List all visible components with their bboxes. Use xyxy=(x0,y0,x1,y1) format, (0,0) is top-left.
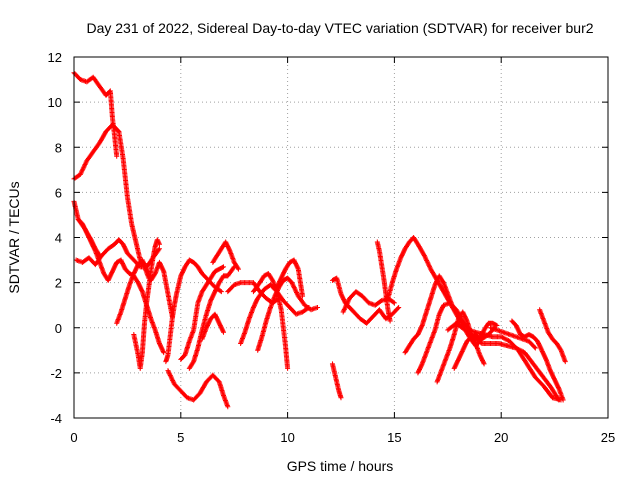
series-arc-7 xyxy=(131,237,162,371)
series-markers xyxy=(488,325,538,351)
series-markers xyxy=(509,318,566,403)
chart-title: Day 231 of 2022, Sidereal Day-to-day VTE… xyxy=(86,20,593,36)
series-markers xyxy=(250,271,291,371)
series-arc-11 xyxy=(186,264,237,371)
series-arc-27 xyxy=(445,320,562,403)
y-tick-label: 8 xyxy=(55,140,62,155)
series-arc-28 xyxy=(451,320,500,371)
x-tick-label: 25 xyxy=(601,430,615,445)
series-arc-24 xyxy=(402,273,455,356)
series-arc-17 xyxy=(274,257,306,299)
x-tick-label: 15 xyxy=(387,430,401,445)
x-tick-label: 0 xyxy=(70,430,77,445)
series-markers xyxy=(199,311,227,342)
series-arc-29 xyxy=(509,318,566,403)
y-tick-label: -4 xyxy=(50,411,62,426)
data-series xyxy=(71,70,568,410)
series-markers xyxy=(415,300,564,403)
series-arc-18 xyxy=(199,311,227,342)
y-tick-label: 2 xyxy=(55,276,62,291)
y-tick-label: 12 xyxy=(48,50,62,65)
series-arc-10 xyxy=(178,264,227,362)
series-markers xyxy=(402,273,455,356)
series-arc-30 xyxy=(537,307,568,365)
series-markers xyxy=(274,257,306,299)
series-markers xyxy=(186,264,237,371)
x-axis-title: GPS time / hours xyxy=(287,458,394,474)
series-markers xyxy=(374,239,393,324)
series-arc-22 xyxy=(374,239,393,324)
series-markers xyxy=(178,264,227,362)
y-tick-label: 4 xyxy=(55,231,62,246)
series-markers xyxy=(165,368,231,410)
axes: 0 5 10 15 20 25 -4 -2 0 2 4 6 8 10 12 xyxy=(48,50,616,445)
series-markers xyxy=(451,320,500,371)
y-tick-label: 6 xyxy=(55,185,62,200)
y-tick-label: 10 xyxy=(48,95,62,110)
series-markers xyxy=(329,361,344,401)
y-tick-label: 0 xyxy=(55,321,62,336)
series-arc-25 xyxy=(415,300,564,403)
y-tick-label: -2 xyxy=(50,366,62,381)
y-axis-title: SDTVAR / TECUs xyxy=(6,181,22,293)
series-arc-19 xyxy=(329,361,344,401)
series-arc-12 xyxy=(210,239,241,272)
series-arc-16 xyxy=(250,271,291,371)
x-tick-label: 10 xyxy=(280,430,294,445)
series-arc-31 xyxy=(488,325,538,351)
series-arc-5 xyxy=(75,216,103,259)
series-markers xyxy=(445,320,562,403)
x-tick-label: 5 xyxy=(177,430,184,445)
series-markers xyxy=(210,239,241,272)
series-markers xyxy=(75,216,103,259)
series-arc-9 xyxy=(165,368,231,410)
series-markers xyxy=(131,237,162,371)
series-markers xyxy=(537,307,568,365)
x-tick-label: 20 xyxy=(494,430,508,445)
